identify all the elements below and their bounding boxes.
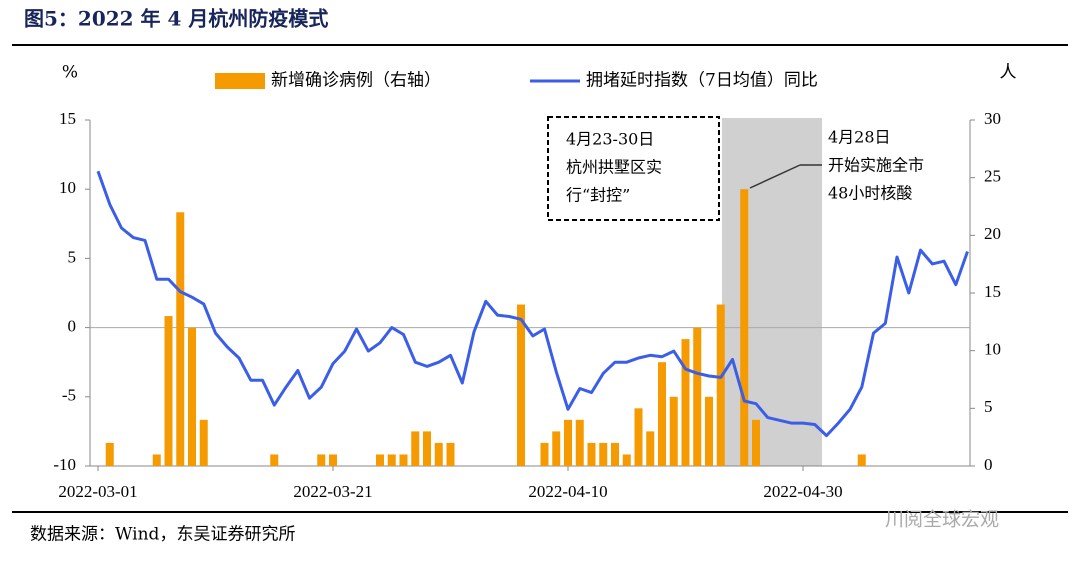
bar — [329, 454, 337, 466]
annotation-text: 4月28日 — [828, 128, 891, 147]
bar — [587, 442, 596, 466]
bar — [693, 327, 702, 466]
bar — [740, 189, 749, 466]
bar — [105, 442, 114, 466]
y2-tick-label: 10 — [984, 340, 1001, 359]
x-tick-label: 2022-03-01 — [58, 482, 137, 501]
bar — [669, 396, 678, 466]
bar — [434, 442, 443, 466]
bar — [681, 339, 690, 466]
y2-tick-label: 30 — [984, 109, 1001, 128]
source-note: 数据来源：Wind，东吴证券研究所 — [30, 525, 295, 545]
y-tick-label: 0 — [68, 317, 77, 336]
y-tick-label: 10 — [59, 178, 76, 197]
bar — [164, 316, 173, 466]
bar — [188, 327, 196, 466]
annotation-text: 4月23-30日 — [566, 130, 654, 149]
bar — [611, 442, 619, 466]
watermark: 川阅全球宏观 — [885, 509, 999, 531]
annotation-text: 行“封控” — [566, 186, 630, 205]
bar — [716, 304, 725, 466]
bar — [705, 396, 713, 466]
legend-swatch — [215, 73, 265, 89]
y-tick-label: -5 — [62, 386, 76, 405]
chart-title: 图5：2022 年 4 月杭州防疫模式 — [24, 7, 328, 31]
bar — [317, 454, 326, 466]
bar — [199, 419, 208, 466]
plot: -10 -5 0 5 10 15 0 5 10 15 20 25 30 2022-03-01 2022-03… — [53, 71, 1001, 501]
bar — [176, 212, 185, 466]
bar — [575, 419, 584, 466]
bar — [387, 454, 396, 466]
bar — [646, 431, 655, 466]
bar — [540, 442, 549, 466]
bar — [152, 454, 161, 466]
bar — [446, 442, 455, 466]
annotation-text: 杭州拱墅区实 — [566, 158, 662, 177]
y2-tick-label: 0 — [984, 455, 993, 474]
bar — [517, 304, 525, 466]
bar — [634, 408, 643, 466]
y2-axis-unit: 人 — [1000, 63, 1017, 83]
legend-label: 新增确诊病例（右轴） — [271, 71, 441, 91]
y2-tick-label: 5 — [984, 397, 993, 416]
bar — [552, 431, 561, 466]
x-tick-label: 2022-03-21 — [293, 482, 372, 501]
y2-tick-label: 25 — [984, 167, 1001, 186]
y2-tick-label: 15 — [984, 282, 1001, 301]
bar — [376, 454, 384, 466]
y2-tick-label: 20 — [984, 224, 1001, 243]
annotation-text: 48小时核酸 — [828, 184, 912, 203]
y-tick-label: -10 — [53, 455, 76, 474]
bar — [622, 454, 631, 466]
annotation-leader — [749, 164, 801, 189]
bar — [423, 431, 431, 466]
x-tick-label: 2022-04-30 — [763, 482, 842, 501]
bar — [564, 419, 572, 466]
y-tick-label: 15 — [59, 109, 76, 128]
bar — [752, 419, 760, 466]
bar — [399, 454, 408, 466]
y-axis-unit: % — [62, 63, 78, 83]
annotation-text: 开始实施全市 — [828, 156, 924, 175]
bar — [599, 442, 608, 466]
bar — [411, 431, 420, 466]
bar — [658, 362, 666, 466]
annotation-box — [547, 116, 720, 221]
shaded-period — [722, 118, 822, 466]
legend-label: 拥堵延时指数（7日均值）同比 — [586, 71, 818, 91]
y-tick-label: 5 — [68, 247, 77, 266]
bar — [857, 454, 866, 466]
x-tick-label: 2022-04-10 — [528, 482, 607, 501]
bar — [270, 454, 279, 466]
line — [96, 170, 969, 438]
